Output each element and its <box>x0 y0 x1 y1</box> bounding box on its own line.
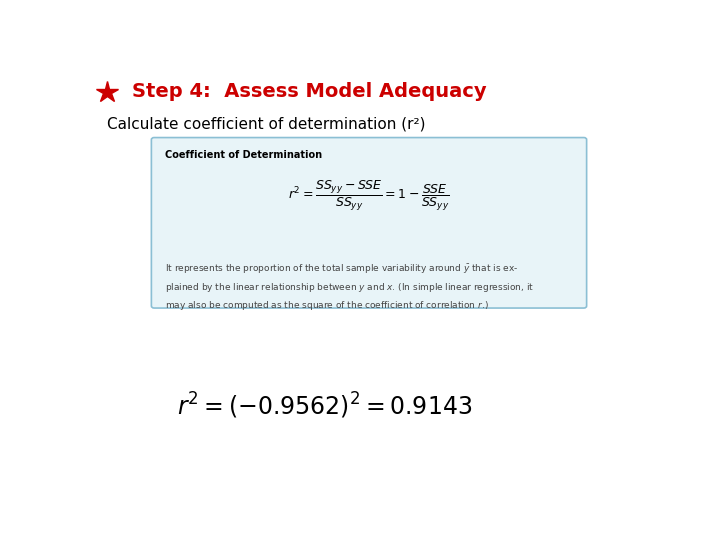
Text: Coefficient of Determination: Coefficient of Determination <box>166 150 323 160</box>
Text: Calculate coefficient of determination (r²): Calculate coefficient of determination (… <box>107 116 426 131</box>
Text: $r^{2} = (-0.9562)^{2} = 0.9143$: $r^{2} = (-0.9562)^{2} = 0.9143$ <box>177 390 472 421</box>
Text: Step 4:  Assess Model Adequacy: Step 4: Assess Model Adequacy <box>132 82 487 102</box>
Text: It represents the proportion of the total sample variability around $\bar{y}$ th: It represents the proportion of the tota… <box>166 262 534 312</box>
Text: $r^{2} = \dfrac{SS_{yy} - SSE}{SS_{yy}} = 1 - \dfrac{SSE}{SS_{yy}}$: $r^{2} = \dfrac{SS_{yy} - SSE}{SS_{yy}} … <box>288 179 450 213</box>
FancyBboxPatch shape <box>151 138 587 308</box>
